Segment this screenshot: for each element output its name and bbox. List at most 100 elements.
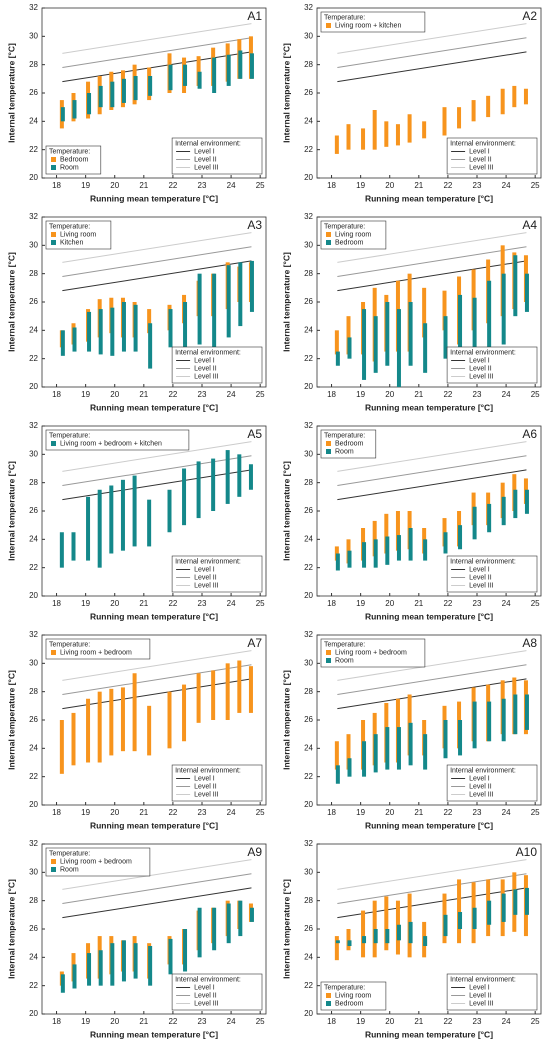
y-tick-label: 26 xyxy=(304,715,313,724)
legend-label: Living room + bedroom xyxy=(60,858,132,865)
reference-line xyxy=(337,232,527,263)
y-tick-label: 20 xyxy=(29,382,38,391)
legend-swatch xyxy=(51,157,56,162)
y-axis-label: Internal temperature [°C] xyxy=(281,43,291,143)
data-strip xyxy=(212,907,217,951)
x-tick-label: 25 xyxy=(256,808,265,817)
data-strip xyxy=(72,327,77,352)
panel: 18 19 20 21 22 23 24 25 20 22 24 26 28 30 32 Running me… xyxy=(281,421,542,621)
y-axis-label: Internal temperature [°C] xyxy=(6,670,16,770)
data-strip xyxy=(423,323,428,373)
x-tick-label: 25 xyxy=(531,1017,540,1026)
panel: 18 19 20 21 22 23 24 25 20 22 24 26 28 30 32 Running me… xyxy=(281,630,542,830)
legend-title: Internal environment: xyxy=(175,767,241,774)
y-tick-label: 20 xyxy=(29,1009,38,1018)
data-strip xyxy=(513,255,518,317)
panel-title: A5 xyxy=(247,427,262,441)
data-strip xyxy=(59,720,64,774)
data-strip xyxy=(500,88,505,115)
y-axis-label: Internal temperature [°C] xyxy=(6,252,16,352)
data-strip xyxy=(335,765,340,784)
legend-swatch xyxy=(51,859,56,864)
x-tick-label: 20 xyxy=(385,1017,394,1026)
data-strip xyxy=(346,316,351,355)
y-tick-label: 22 xyxy=(304,354,313,363)
x-tick-label: 22 xyxy=(168,808,177,817)
legend-box xyxy=(320,981,387,1011)
reference-line xyxy=(337,873,527,904)
x-tick-label: 24 xyxy=(227,599,236,608)
legend-label: Living room xyxy=(335,231,371,238)
x-tick-label: 24 xyxy=(227,1017,236,1026)
reference-line xyxy=(337,455,527,486)
data-strip xyxy=(98,950,103,986)
y-tick-label: 32 xyxy=(304,212,313,221)
x-tick-label: 24 xyxy=(502,808,511,817)
data-strip xyxy=(458,294,463,359)
data-strip xyxy=(361,128,366,150)
legend-label: Level II xyxy=(194,156,217,163)
legend-box xyxy=(320,11,426,33)
data-strip xyxy=(148,76,153,96)
y-axis-label: Internal temperature [°C] xyxy=(6,43,16,143)
data-strip xyxy=(408,921,413,944)
data-strip xyxy=(423,539,428,561)
panel: 18 19 20 21 22 23 24 25 20 22 24 26 28 30 32 Running me… xyxy=(6,421,267,621)
x-tick-label: 18 xyxy=(52,599,61,608)
panel: 18 19 20 21 22 23 24 25 20 22 24 26 28 30 32 Running me… xyxy=(6,839,267,1039)
x-tick-label: 25 xyxy=(531,808,540,817)
data-strip xyxy=(167,691,172,749)
data-strip xyxy=(183,929,188,972)
y-tick-label: 24 xyxy=(29,325,38,334)
data-strip xyxy=(458,912,463,929)
legend-label: Level I xyxy=(469,775,490,782)
x-tick-label: 21 xyxy=(139,808,148,817)
x-tick-label: 23 xyxy=(473,808,482,817)
legend-label: Level I xyxy=(194,984,215,991)
x-tick-label: 18 xyxy=(327,390,336,399)
legend-box xyxy=(45,220,112,250)
legend-label: Level I xyxy=(469,984,490,991)
legend-label: Living room xyxy=(335,992,371,999)
reference-line xyxy=(337,441,527,472)
x-tick-label: 22 xyxy=(443,181,452,190)
y-tick-label: 32 xyxy=(304,630,313,639)
legend-title: Internal environment: xyxy=(175,558,241,565)
legend-label: Level I xyxy=(194,357,215,364)
y-tick-label: 26 xyxy=(304,297,313,306)
legend-label: Level II xyxy=(469,574,492,581)
data-strip xyxy=(346,124,351,150)
legend-label: Level II xyxy=(469,365,492,372)
panel-title: A7 xyxy=(247,636,262,650)
y-axis-label: Internal temperature [°C] xyxy=(6,461,16,561)
data-strip xyxy=(182,684,187,742)
x-tick-label: 22 xyxy=(168,390,177,399)
y-tick-label: 32 xyxy=(304,421,313,430)
legend-title: Temperature: xyxy=(49,641,90,648)
legend-label: Room xyxy=(335,657,354,664)
legend-label: Bedroom xyxy=(335,440,364,447)
x-tick-label: 24 xyxy=(502,1017,511,1026)
data-strip xyxy=(442,107,447,136)
panel-title: A8 xyxy=(522,636,537,650)
x-tick-label: 19 xyxy=(81,390,90,399)
data-strip xyxy=(373,929,378,944)
y-tick-label: 28 xyxy=(29,687,38,696)
y-tick-label: 22 xyxy=(29,563,38,572)
legend-label: Living room + bedroom xyxy=(60,649,132,656)
data-strip xyxy=(132,475,137,547)
legend-title: Temperature: xyxy=(324,641,365,648)
reference-line xyxy=(337,678,527,710)
data-strip xyxy=(110,307,115,356)
data-strip xyxy=(197,907,202,958)
data-strip xyxy=(487,900,492,925)
y-tick-label: 20 xyxy=(29,173,38,182)
panel: 18 19 20 21 22 23 24 25 20 22 24 26 28 30 32 Running me… xyxy=(281,212,542,412)
x-tick-label: 19 xyxy=(81,1017,90,1026)
x-tick-label: 18 xyxy=(327,808,336,817)
y-tick-label: 30 xyxy=(304,658,313,667)
y-tick-label: 20 xyxy=(304,382,313,391)
data-strip xyxy=(249,907,254,922)
data-strip xyxy=(225,450,230,504)
legend-title: Internal environment: xyxy=(450,349,516,356)
